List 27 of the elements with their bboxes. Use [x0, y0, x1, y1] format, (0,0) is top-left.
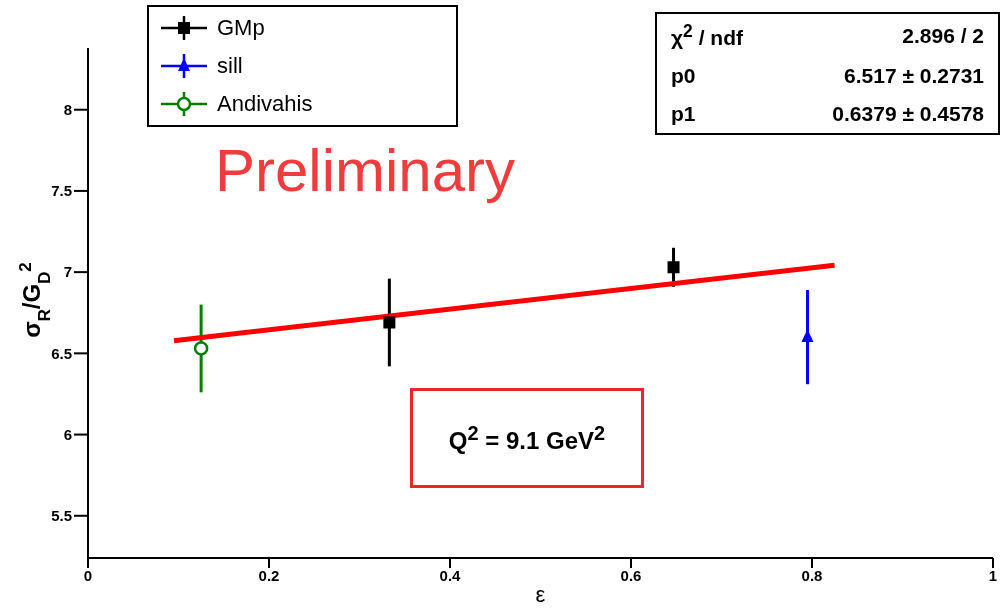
legend-label: GMp — [217, 15, 265, 41]
x-tick-label: 0.4 — [439, 566, 462, 584]
annotation: Preliminary — [215, 136, 516, 206]
y-tick-label: 7.5 — [51, 182, 72, 200]
point — [193, 341, 209, 356]
x-tick-label: 0 — [83, 566, 93, 584]
y-tick-label: 6 — [63, 425, 72, 443]
legend-label: sill — [217, 53, 243, 79]
legend-label: Andivahis — [217, 91, 313, 117]
annotation: 6.517 ± 0.2731 — [843, 64, 984, 88]
text: 2.896 / 2 — [901, 23, 984, 48]
x-tick-label: 0.8 — [801, 566, 823, 584]
point — [667, 261, 680, 274]
x-axis-title: ε — [535, 582, 546, 607]
y-tick-label: 7 — [63, 263, 72, 281]
x-tick-label: 1 — [988, 566, 998, 584]
x-tick-label: 0.6 — [620, 566, 642, 584]
y-tick-label: 6.5 — [51, 344, 72, 362]
y-tick-label: 5.5 — [51, 507, 72, 525]
annotation: p0 — [671, 64, 697, 88]
x-tick-label: 0.2 — [258, 566, 280, 584]
annotation: χ$^{2}$ / ndf — [671, 21, 743, 50]
annotation: Q$^{2}$ = 9.1 GeV$^{2}$ — [448, 421, 606, 455]
y-tick-label: 8 — [63, 101, 72, 119]
annotation: p1 — [671, 102, 697, 126]
point — [383, 316, 396, 329]
annotation: 0.6379 ± 0.4578 — [831, 102, 984, 126]
